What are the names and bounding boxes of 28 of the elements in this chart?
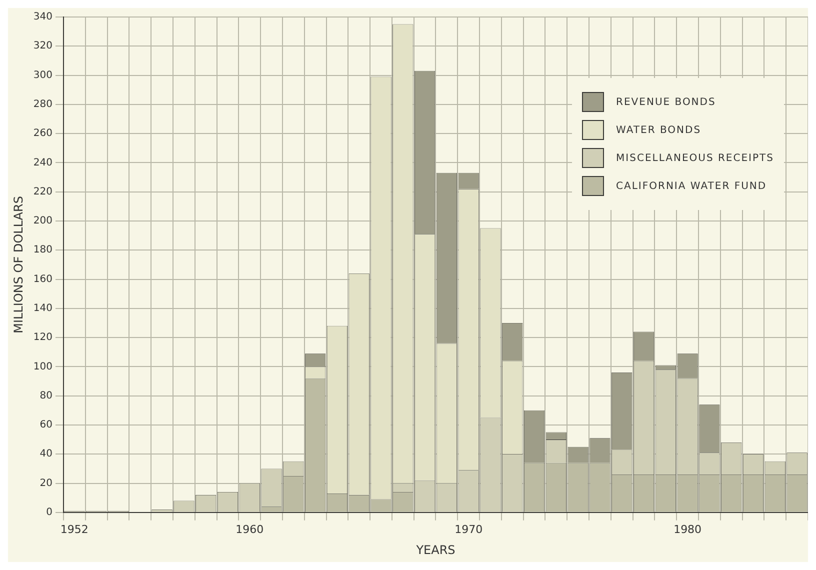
y-tick-label: 100 [33, 361, 52, 372]
y-tick-label: 40 [40, 448, 52, 460]
y-tick-label: 280 [33, 99, 52, 110]
x-tick-label: 1952 [60, 522, 88, 536]
y-tick-label: 300 [33, 70, 52, 81]
y-tick-label: 200 [33, 216, 52, 227]
y-tick-label: 180 [33, 244, 52, 256]
y-tick-label: 320 [33, 40, 52, 52]
legend-label: REVENUE BONDS [616, 96, 716, 108]
legend-label: WATER BONDS [616, 124, 702, 136]
y-tick-label: 220 [33, 186, 52, 198]
y-tick-label: 340 [33, 12, 52, 23]
x-tick-label: 1960 [236, 522, 264, 536]
y-tick-label: 0 [46, 506, 52, 518]
x-tick-label: 1970 [454, 522, 483, 536]
y-tick-label: 80 [40, 390, 52, 402]
x-tick-label: 1980 [674, 522, 702, 536]
y-tick-label: 260 [33, 128, 52, 140]
y-tick-label: 240 [33, 157, 52, 168]
y-axis-title: MILLIONS OF DOLLARS [11, 196, 26, 334]
x-axis-title: YEARS [415, 542, 456, 557]
y-tick-label: 20 [40, 478, 52, 489]
y-tick-label: 60 [40, 420, 52, 431]
y-tick-label: 120 [33, 332, 52, 344]
y-tick-label: 160 [33, 274, 52, 285]
y-tick-label: 140 [33, 303, 52, 314]
legend-label: MISCELLANEOUS RECEIPTS [616, 152, 774, 164]
legend-label: CALIFORNIA WATER FUND [616, 180, 767, 192]
